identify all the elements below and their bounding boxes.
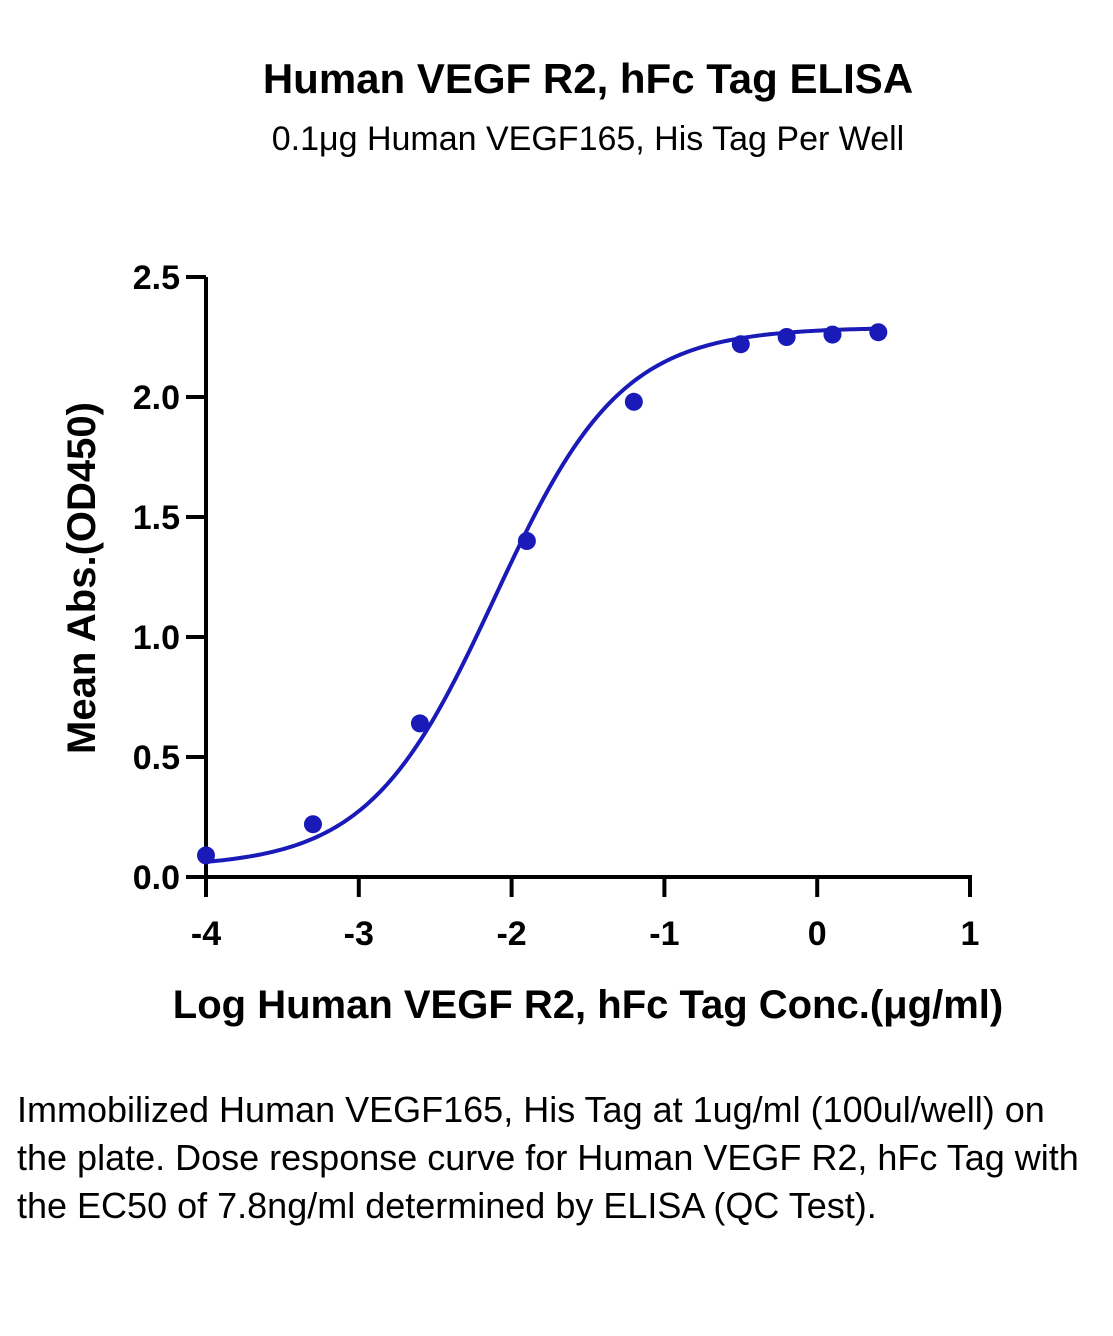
data-point xyxy=(410,714,429,733)
y-axis-title: Mean Abs.(OD450) xyxy=(60,402,104,754)
y-tick-label: 1.5 xyxy=(133,499,180,537)
x-axis-title: Log Human VEGF R2, hFc Tag Conc.(μg/ml) xyxy=(173,983,1003,1027)
x-tick-label: -3 xyxy=(344,915,374,953)
x-tick-label: -2 xyxy=(496,915,526,953)
chart: Human VEGF R2, hFc Tag ELISA 0.1μg Human… xyxy=(60,55,1003,1027)
data-point xyxy=(197,846,215,865)
chart-subtitle: 0.1μg Human VEGF165, His Tag Per Well xyxy=(272,120,905,158)
data-point xyxy=(517,532,536,550)
y-tick-label: 2.5 xyxy=(133,259,180,297)
y-tick-label: 1.0 xyxy=(133,619,180,657)
y-tick-label: 0.5 xyxy=(133,739,180,777)
chart-title: Human VEGF R2, hFc Tag ELISA xyxy=(263,55,913,102)
x-tick-label: -1 xyxy=(649,915,679,953)
fit-curve xyxy=(205,326,879,864)
figure-caption: Immobilized Human VEGF165, His Tag at 1u… xyxy=(17,1089,1079,1226)
data-point xyxy=(869,323,888,342)
x-tick-label: 0 xyxy=(808,915,827,953)
data-points xyxy=(197,323,888,865)
data-point xyxy=(303,815,322,834)
x-tick-label: -4 xyxy=(191,915,221,953)
data-point xyxy=(731,335,750,354)
data-point xyxy=(624,392,643,411)
data-point xyxy=(777,328,796,346)
y-tick-label: 2.0 xyxy=(133,379,180,417)
y-tick-label: 0.0 xyxy=(133,859,180,897)
axes: 0.0 0.5 1.0 1.5 2.0 2.5 -4 -3 -2 -1 0 1 xyxy=(133,259,980,953)
x-tick-label: 1 xyxy=(961,915,980,953)
data-point xyxy=(823,325,842,344)
